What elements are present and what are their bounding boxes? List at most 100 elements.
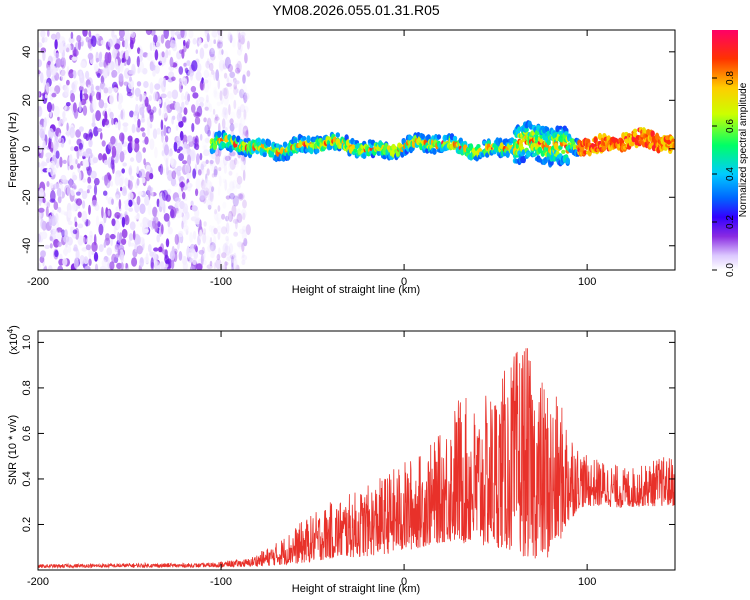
band-cell <box>565 157 570 165</box>
noise-blob <box>70 146 75 152</box>
noise-blob <box>210 252 215 259</box>
noise-blob <box>186 135 193 143</box>
noise-blob <box>218 59 225 71</box>
noise-blob <box>229 181 235 191</box>
noise-blob <box>242 212 246 221</box>
band-cell <box>306 135 311 144</box>
noise-blob <box>200 163 204 171</box>
noise-blob <box>131 257 138 267</box>
noise-blob <box>189 265 196 270</box>
noise-blob <box>40 72 44 84</box>
snr-y-tick-label: 0.4 <box>21 471 33 486</box>
band-cell <box>672 142 675 151</box>
noise-blob <box>188 69 195 77</box>
noise-blob <box>116 222 121 230</box>
noise-blob <box>241 242 245 253</box>
noise-blob <box>181 191 186 200</box>
spectrogram-y-tick-label: 0 <box>21 146 33 152</box>
noise-blob <box>62 111 66 119</box>
noise-blob <box>116 262 123 270</box>
noise-blob <box>216 39 221 50</box>
band-cell <box>476 144 481 149</box>
noise-blob <box>49 243 53 249</box>
noise-blob <box>182 160 188 165</box>
noise-blob <box>178 146 183 151</box>
noise-blob <box>142 216 148 227</box>
noise-blob <box>58 206 62 213</box>
noise-blob <box>206 264 213 270</box>
noise-blob <box>208 47 215 53</box>
noise-blob <box>98 61 104 67</box>
noise-blob <box>42 197 46 204</box>
noise-blob <box>190 149 196 162</box>
noise-blob <box>39 255 45 264</box>
noise-blob <box>228 210 233 222</box>
noise-blob <box>195 188 199 197</box>
noise-blob <box>170 177 177 187</box>
noise-blob <box>244 92 250 100</box>
colorbar: 0.0 0.2 0.4 0.6 0.8 Normalized spectral ampl… <box>712 30 749 277</box>
noise-blob <box>93 251 99 262</box>
noise-blob <box>119 61 124 73</box>
noise-blob <box>115 194 120 201</box>
noise-blob <box>203 144 208 153</box>
noise-blob <box>208 39 213 48</box>
noise-blob <box>213 168 218 178</box>
noise-blob <box>104 174 109 186</box>
noise-blob <box>206 198 213 209</box>
noise-blob <box>224 56 231 69</box>
noise-blob <box>206 117 210 129</box>
noise-blob <box>109 261 115 270</box>
noise-blob <box>76 191 81 196</box>
noise-blob <box>116 142 123 154</box>
noise-blob <box>122 162 127 167</box>
band-cell <box>351 143 357 150</box>
noise-blob <box>136 126 141 133</box>
noise-blob <box>208 225 213 232</box>
noise-blob <box>129 76 132 82</box>
noise-blob <box>181 101 185 110</box>
noise-blob <box>203 221 207 227</box>
noise-blob <box>214 209 218 215</box>
noise-blob <box>125 32 131 38</box>
noise-blob <box>61 118 65 124</box>
noise-blob <box>217 40 224 45</box>
noise-blob <box>231 204 237 217</box>
noise-blob <box>203 187 210 196</box>
noise-blob <box>82 200 86 209</box>
noise-blob <box>46 101 53 113</box>
noise-blob <box>161 189 169 201</box>
noise-blob <box>103 241 107 249</box>
noise-blob <box>122 185 127 194</box>
noise-blob <box>159 163 164 176</box>
noise-blob <box>242 74 246 84</box>
spectrogram-y-tick-label: -20 <box>21 189 33 205</box>
noise-blob <box>160 93 167 99</box>
noise-blob <box>130 175 134 181</box>
noise-blob <box>218 159 226 169</box>
noise-blob <box>233 80 241 85</box>
noise-blob <box>87 184 92 190</box>
noise-blob <box>219 90 223 101</box>
noise-blob <box>213 249 217 254</box>
noise-blob <box>55 58 62 68</box>
noise-blob <box>110 237 113 247</box>
noise-blob <box>241 154 245 162</box>
noise-blob <box>242 94 247 100</box>
noise-blob <box>127 180 133 191</box>
noise-blob <box>193 142 197 149</box>
noise-blob <box>57 195 62 204</box>
noise-blob <box>57 231 62 242</box>
noise-blob <box>209 49 212 57</box>
noise-blob <box>218 247 221 259</box>
noise-blob <box>222 58 229 70</box>
noise-blob <box>62 258 68 266</box>
noise-blob <box>57 265 64 270</box>
noise-blob <box>143 94 147 100</box>
noise-blob <box>40 218 45 230</box>
noise-blob <box>111 30 115 39</box>
noise-blob <box>204 178 208 187</box>
noise-blob <box>193 244 198 251</box>
noise-blob <box>43 121 46 132</box>
noise-blob <box>124 38 129 50</box>
